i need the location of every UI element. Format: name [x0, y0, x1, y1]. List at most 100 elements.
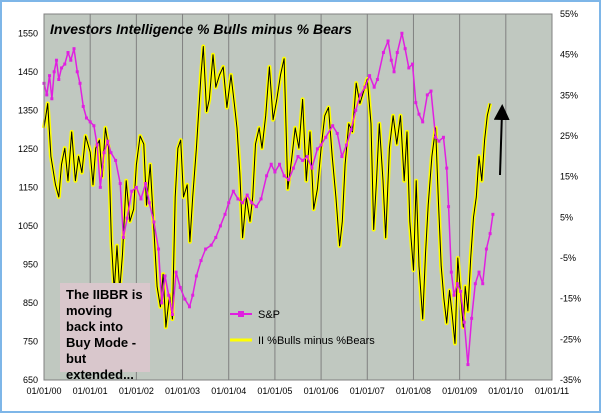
- sp-point: [484, 247, 488, 251]
- left-tick-label: 1250: [18, 144, 38, 154]
- x-tick-label: 01/01/07: [350, 386, 385, 396]
- sp-point: [236, 197, 240, 201]
- left-tick-label: 750: [23, 336, 38, 346]
- x-tick-label: 01/01/05: [257, 386, 292, 396]
- sp-point: [395, 51, 399, 55]
- annotation-box: The IIBBR is moving back into Buy Mode -…: [60, 283, 150, 382]
- sp-point: [109, 151, 113, 155]
- sp-point: [441, 135, 445, 139]
- sp-point: [130, 189, 134, 193]
- sp-point: [78, 81, 82, 85]
- sp-point: [204, 247, 208, 251]
- sp-point: [60, 66, 64, 70]
- sp-point: [118, 182, 122, 186]
- left-tick-label: 1050: [18, 221, 38, 231]
- left-tick-label: 650: [23, 375, 38, 385]
- x-tick-label: 01/01/10: [488, 386, 523, 396]
- sp-point: [381, 51, 385, 55]
- right-tick-label: 35%: [560, 90, 578, 100]
- x-tick-label: 01/01/02: [119, 386, 154, 396]
- sp-point: [95, 143, 99, 147]
- sp-point: [425, 93, 429, 97]
- sp-point: [139, 197, 143, 201]
- sp-point: [50, 97, 54, 101]
- sp-point: [69, 58, 73, 62]
- sp-point: [63, 62, 67, 66]
- sp-series-layer: [42, 31, 495, 367]
- sp-point: [389, 58, 393, 62]
- legend-ii-label: II %Bulls minus %Bears: [258, 335, 375, 347]
- left-tick-label: 950: [23, 259, 38, 269]
- legend-sp-label: S&P: [258, 309, 280, 321]
- sp-point: [134, 185, 138, 189]
- sp-point: [160, 301, 164, 305]
- left-tick-label: 1150: [19, 182, 38, 192]
- left-axis-ticks: 650 750 850 950 1050 1150 1250 1350 1450 1550: [18, 28, 38, 385]
- x-tick-label: 01/01/04: [211, 386, 246, 396]
- sp-point: [462, 320, 466, 324]
- sp-point: [241, 201, 245, 205]
- sp-point: [102, 151, 106, 155]
- sp-point: [411, 62, 415, 66]
- sp-point: [194, 274, 198, 278]
- sp-point: [183, 297, 187, 301]
- sp-point: [354, 108, 358, 112]
- sp-point: [473, 282, 477, 286]
- sp-point: [121, 235, 125, 239]
- sp-point: [163, 274, 167, 278]
- sp-point: [368, 74, 372, 78]
- sp-point: [324, 135, 328, 139]
- sp-point: [375, 77, 379, 81]
- legend-sp-marker: [238, 311, 244, 317]
- sp-point: [170, 313, 174, 317]
- sp-point: [445, 166, 449, 170]
- x-tick-label: 01/01/11: [535, 386, 569, 396]
- sp-point: [363, 85, 367, 89]
- sp-point: [449, 270, 453, 274]
- sp-point: [287, 178, 291, 182]
- chart-title: Investors Intelligence % Bulls minus % B…: [50, 21, 352, 37]
- sp-point: [296, 155, 300, 159]
- sp-point: [407, 66, 411, 70]
- x-tick-label: 01/01/09: [442, 386, 477, 396]
- sp-point: [392, 70, 396, 74]
- sp-point: [231, 189, 235, 193]
- sp-point: [372, 85, 376, 89]
- up-arrow: [493, 104, 510, 176]
- sp-point: [340, 155, 344, 159]
- sp-point: [167, 293, 171, 297]
- right-tick-label: 25%: [560, 131, 578, 141]
- sp-point: [491, 212, 495, 216]
- sp-point: [199, 259, 203, 263]
- sp-point: [88, 120, 92, 124]
- sp-point: [310, 166, 314, 170]
- right-tick-label: -5%: [560, 253, 576, 263]
- sp-point: [437, 139, 441, 143]
- sp-point: [265, 174, 269, 178]
- sp-point: [45, 93, 49, 97]
- sp-point: [358, 93, 362, 97]
- right-tick-label: 55%: [560, 9, 578, 19]
- sp-point: [81, 104, 85, 108]
- sp-point: [488, 232, 492, 236]
- left-tick-label: 1450: [18, 67, 38, 77]
- sp-point: [335, 131, 339, 135]
- sp-point: [344, 143, 348, 147]
- sp-point: [429, 89, 433, 93]
- sp-point: [174, 270, 178, 274]
- sp-point: [455, 282, 459, 286]
- x-tick-label: 01/01/03: [165, 386, 200, 396]
- sp-point: [417, 112, 421, 116]
- sp-point: [98, 185, 102, 189]
- sp-point: [125, 216, 129, 220]
- sp-point: [106, 139, 110, 143]
- sp-point: [250, 201, 254, 205]
- sp-point: [319, 143, 323, 147]
- sp-point: [259, 197, 263, 201]
- sp-point: [191, 293, 195, 297]
- sp-point: [57, 77, 61, 81]
- sp-point: [421, 120, 425, 124]
- sp-point: [282, 174, 286, 178]
- sp-point: [273, 170, 277, 174]
- sp-point: [227, 201, 231, 205]
